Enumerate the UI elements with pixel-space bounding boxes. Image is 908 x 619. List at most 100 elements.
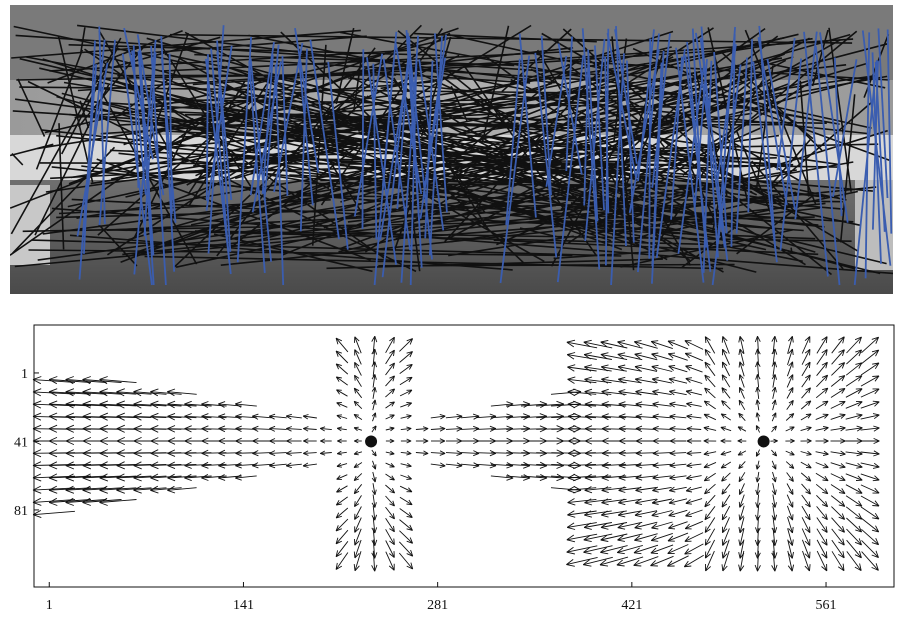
field-arrow [845, 362, 863, 376]
field-arrow [845, 388, 863, 398]
field-arrow [846, 528, 862, 546]
field-arrow [755, 460, 761, 470]
field-arrow [371, 425, 377, 433]
field-arrow [786, 472, 794, 482]
field-arrow [335, 552, 349, 570]
field-arrow [704, 387, 716, 399]
field-arrow [669, 413, 687, 420]
field-arrow [353, 400, 363, 410]
field-arrow [786, 505, 794, 521]
field-arrow [48, 388, 92, 397]
inlier-line [677, 62, 706, 254]
field-arrow [667, 555, 689, 567]
field-arrow [635, 401, 657, 408]
x-tick-label: 1 [46, 598, 53, 613]
field-arrow [860, 425, 880, 432]
field-arrow [830, 388, 846, 398]
field-arrow [385, 401, 395, 409]
field-arrow [831, 349, 845, 365]
field-arrow [667, 544, 689, 555]
inlier-line [248, 61, 266, 273]
inlier-line [886, 29, 893, 234]
field-arrow [635, 474, 657, 481]
field-arrow [385, 540, 395, 558]
field-arrow [685, 486, 702, 493]
field-arrow [755, 505, 761, 521]
inlier-line [78, 64, 98, 280]
outlier-line [463, 91, 584, 182]
field-arrow [617, 510, 642, 518]
outlier-line [546, 172, 724, 273]
field-arrow [831, 506, 846, 520]
inlier-line [716, 44, 737, 181]
field-arrow [845, 438, 863, 444]
field-arrow [720, 450, 732, 456]
field-arrow [335, 541, 349, 558]
field-arrow [618, 401, 642, 408]
field-arrow [371, 374, 377, 388]
field-arrow [686, 462, 702, 469]
field-arrow [354, 374, 362, 387]
singular-point [757, 435, 770, 448]
field-arrow [650, 555, 674, 567]
field-arrow [65, 461, 107, 470]
inlier-line [757, 37, 788, 206]
field-arrow [133, 400, 167, 409]
field-arrow [737, 438, 747, 444]
outlier-line [481, 25, 510, 142]
plot-frame [33, 324, 895, 588]
field-arrow [669, 401, 687, 408]
inlier-line [832, 59, 858, 198]
field-arrow [269, 425, 287, 432]
field-arrow [600, 533, 628, 542]
field-arrow [584, 486, 612, 494]
field-arrow [269, 450, 287, 457]
field-arrow [667, 532, 689, 542]
field-arrow [815, 387, 829, 399]
inlier-line [394, 42, 423, 195]
field-arrow [618, 376, 642, 384]
field-arrow [150, 473, 182, 482]
field-arrow [703, 438, 717, 444]
field-arrow [566, 545, 598, 555]
field-arrow [285, 462, 302, 469]
field-arrow [861, 349, 880, 365]
field-arrow [652, 425, 672, 432]
inlier-line [587, 49, 599, 222]
field-arrow [320, 438, 332, 444]
field-arrow [787, 528, 794, 546]
field-arrow [399, 351, 413, 363]
field-arrow [133, 473, 167, 482]
inlier-line [604, 56, 610, 214]
field-arrow [634, 376, 657, 384]
field-arrow [567, 498, 597, 506]
field-arrow [617, 340, 643, 349]
field-arrow [32, 485, 76, 494]
field-arrow [831, 539, 845, 559]
field-arrow [398, 552, 414, 570]
field-arrow [800, 461, 812, 469]
field-arrow [787, 336, 794, 354]
field-arrow [335, 496, 348, 506]
x-tick-label: 561 [816, 598, 837, 613]
field-arrow [684, 352, 703, 362]
field-arrow [635, 449, 657, 457]
inlier-line [281, 55, 289, 196]
inlier-line [877, 28, 889, 199]
field-arrow [816, 374, 829, 388]
field-arrow [771, 425, 777, 433]
field-arrow [703, 426, 717, 432]
outlier-line [44, 38, 448, 134]
field-arrow [815, 438, 829, 444]
field-arrow [830, 401, 846, 409]
field-arrow [720, 413, 732, 421]
outlier-line [357, 24, 532, 132]
outlier-line [749, 108, 890, 162]
inlier-line [655, 48, 686, 259]
inlier-line [499, 55, 531, 284]
field-arrow [336, 426, 347, 432]
field-arrow [617, 533, 643, 542]
outlier-line [446, 33, 872, 129]
field-arrow [667, 352, 688, 361]
